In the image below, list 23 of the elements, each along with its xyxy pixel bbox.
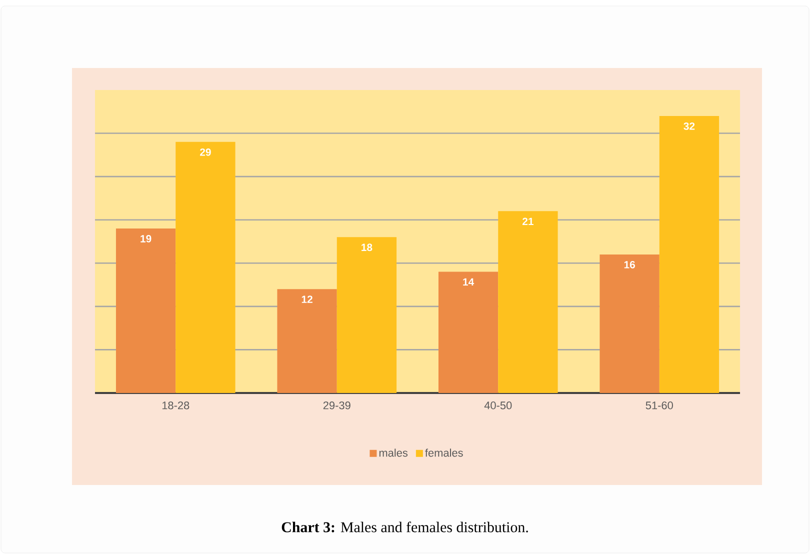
bar [336, 237, 397, 393]
x-tick-label: 40-50 [484, 402, 512, 410]
bar [600, 254, 660, 393]
legend-label: males [379, 448, 408, 457]
legend-label: females [425, 448, 463, 457]
data-label: 18 [362, 244, 372, 252]
text: Chart 3: Males and females distribution. [282, 522, 528, 532]
data-label: 19 [140, 235, 152, 242]
data-label: 14 [463, 278, 474, 286]
data-label: 32 [684, 122, 695, 130]
x-tick-label: 29-39 [323, 402, 350, 410]
bar [659, 116, 720, 393]
bar [277, 289, 337, 393]
data-label: 21 [522, 218, 534, 226]
bar [176, 142, 236, 393]
bar [438, 272, 498, 393]
bar [116, 228, 176, 393]
x-tick-label: 51-60 [646, 402, 673, 410]
data-label: 29 [200, 148, 211, 156]
x-tick-label: 18-28 [162, 402, 190, 410]
data-label: 16 [624, 261, 635, 268]
data-label: 12 [302, 296, 312, 303]
bar [498, 211, 558, 393]
